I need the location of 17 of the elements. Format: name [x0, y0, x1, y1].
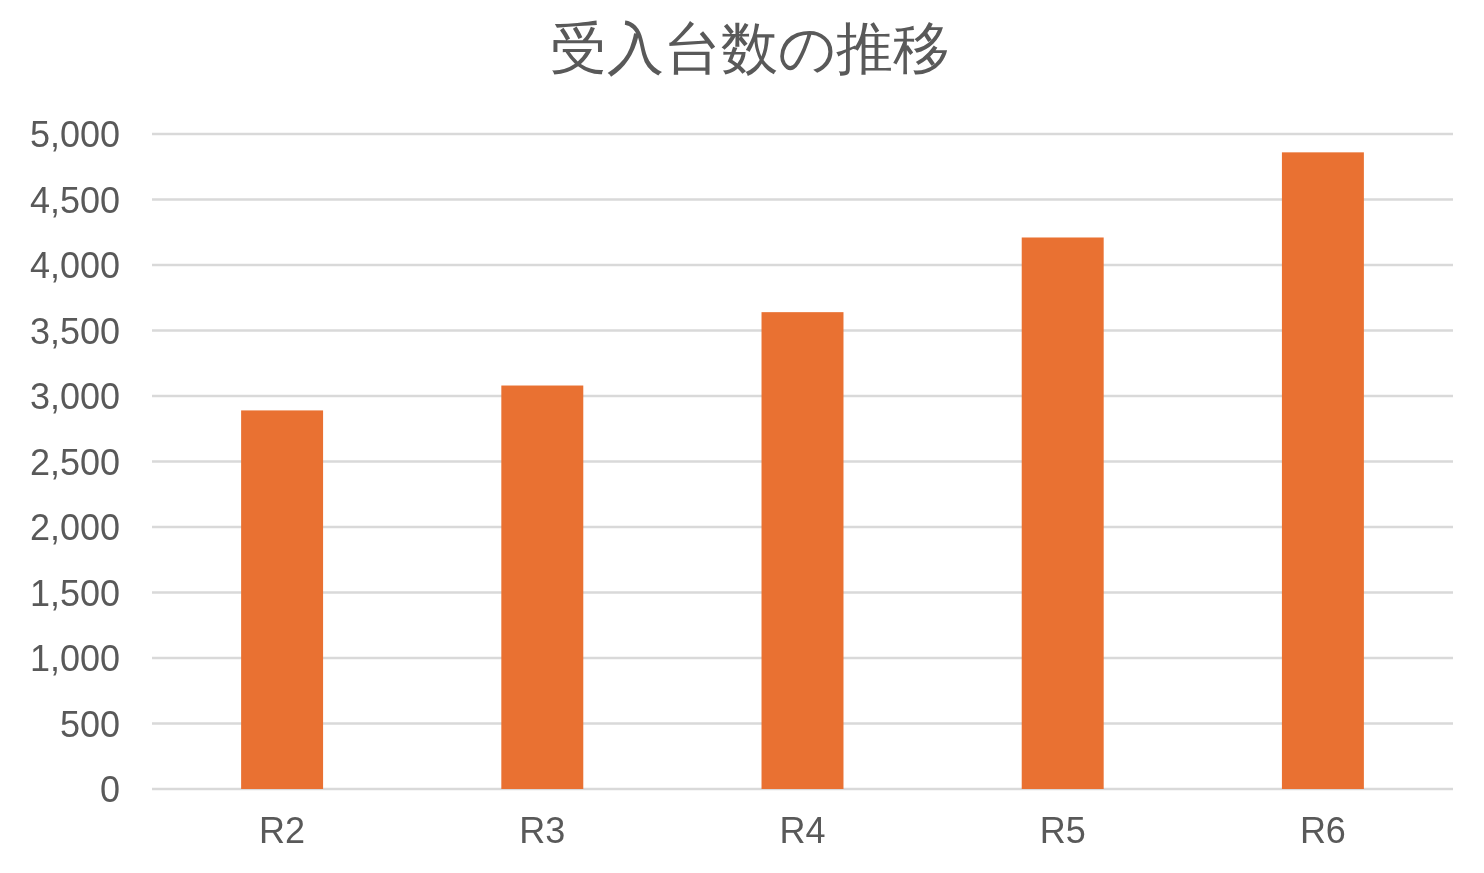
y-tick-label: 5,000	[29, 114, 120, 155]
y-tick-label: 0	[99, 769, 120, 810]
y-tick-label: 4,000	[29, 245, 120, 286]
y-tick-label: 3,500	[29, 310, 120, 352]
y-tick-label: 3,000	[29, 376, 120, 417]
y-tick-label: 1,000	[29, 638, 120, 679]
y-tick-label: 4,500	[29, 179, 120, 221]
title: 受入台数の推移	[550, 16, 950, 80]
y-tick-label: 500	[59, 703, 120, 745]
x-tick-label: R2	[259, 810, 306, 851]
y-tick-label: 2,500	[29, 441, 120, 483]
y-tick-label: 1,500	[29, 572, 120, 614]
x-tick-label: R3	[519, 810, 566, 851]
x-tick-label: R4	[779, 810, 826, 851]
x-tick-label: R6	[1299, 810, 1346, 851]
x-tick-label: R5	[1039, 810, 1086, 851]
y-tick-label: 2,000	[29, 507, 120, 548]
